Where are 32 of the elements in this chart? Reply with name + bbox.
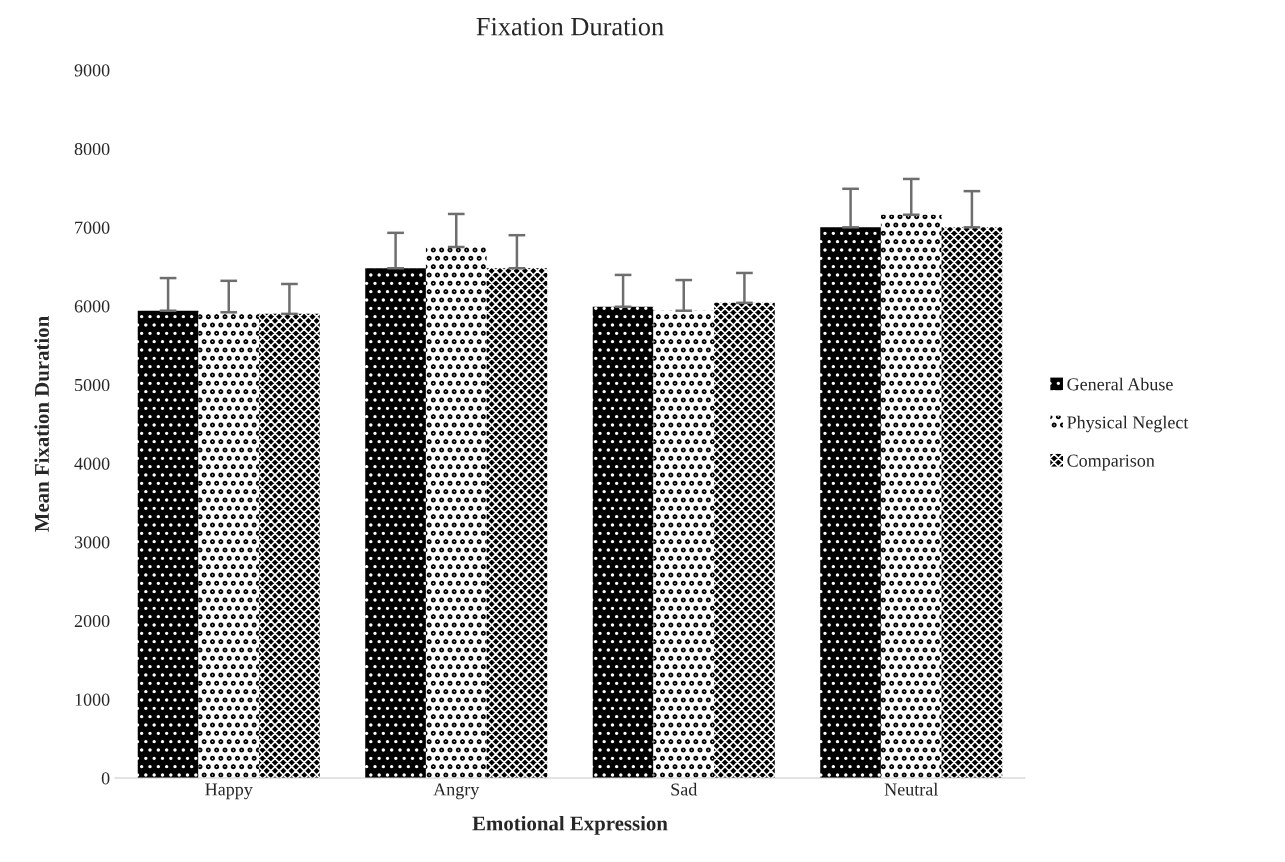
legend-label: Comparison — [1067, 454, 1155, 471]
legend-label: Physical Neglect — [1067, 415, 1189, 433]
bar — [880, 214, 942, 778]
y-tick-label: 7000 — [75, 221, 110, 234]
y-tick-label: 3000 — [74, 536, 110, 549]
bar — [941, 227, 1003, 778]
bar — [425, 247, 487, 778]
chart-title: Fixation Duration — [476, 17, 664, 36]
y-tick-label: 1000 — [75, 693, 110, 706]
bar — [365, 268, 426, 778]
y-tick-label: 0 — [101, 772, 110, 785]
bar — [714, 302, 775, 778]
bar — [486, 268, 548, 778]
x-tick-label: Neutral — [884, 782, 938, 796]
y-tick-label: 9000 — [74, 64, 110, 77]
x-tick-label: Sad — [671, 782, 698, 796]
bar — [198, 312, 260, 778]
y-tick-label: 6000 — [74, 300, 110, 313]
bar — [820, 227, 881, 778]
bar — [259, 313, 320, 778]
bar — [653, 310, 715, 778]
legend-label: General Abuse — [1067, 377, 1173, 391]
x-tick-label: Happy — [205, 783, 253, 800]
bar — [137, 310, 199, 778]
y-tick-label: 5000 — [75, 378, 110, 392]
x-axis-title: Emotional Expression — [472, 815, 668, 835]
y-axis-title: Mean Fixation Duration — [34, 316, 50, 532]
y-tick-label: 8000 — [74, 142, 110, 156]
y-tick-label: 4000 — [74, 457, 110, 470]
bar — [592, 306, 654, 778]
x-tick-label: Angry — [433, 783, 480, 800]
y-tick-label: 2000 — [74, 614, 110, 628]
